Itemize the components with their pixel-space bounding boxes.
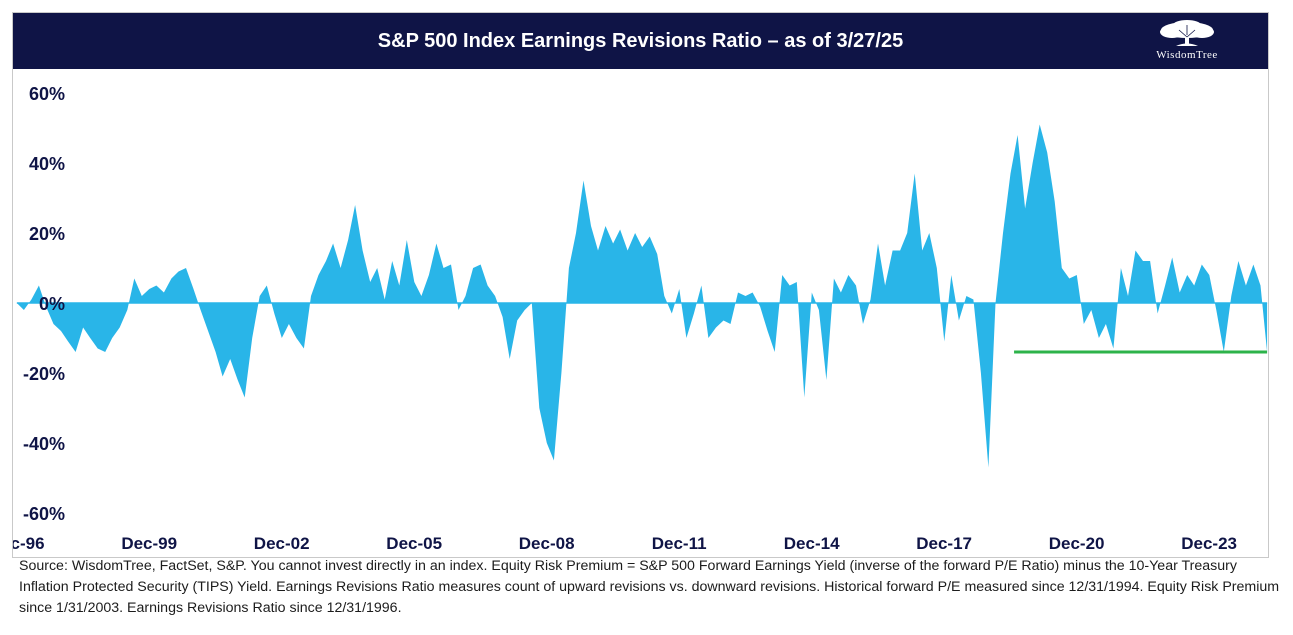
x-tick-label: Dec-08	[519, 534, 575, 553]
x-tick-label: Dec-99	[121, 534, 177, 553]
x-tick-label: Dec-11	[652, 534, 707, 553]
x-tick-label: Dec-96	[13, 534, 45, 553]
x-tick-label: Dec-23	[1181, 534, 1237, 553]
x-tick-label: Dec-05	[386, 534, 442, 553]
revisions-ratio-chart: 60% 40% 20% 0% -20% -40% -60% Dec-96 Dec-99 Dec-0…	[13, 84, 1268, 553]
y-tick-label: 20%	[29, 224, 65, 244]
y-tick-label: -40%	[23, 434, 65, 454]
chart-frame	[12, 12, 1269, 558]
y-tick-label: 0%	[39, 294, 65, 314]
x-tick-label: Dec-14	[784, 534, 840, 553]
y-tick-label: 40%	[29, 154, 65, 174]
wisdomtree-logo: WisdomTree	[1132, 19, 1242, 65]
logo-text: WisdomTree	[1156, 49, 1218, 61]
source-footnote: Source: WisdomTree, FactSet, S&P. You ca…	[19, 558, 1280, 616]
chart-header: S&P 500 Index Earnings Revisions Ratio –…	[13, 13, 1268, 69]
y-tick-label: -20%	[23, 364, 65, 384]
y-tick-label: 60%	[29, 84, 65, 104]
x-tick-label: Dec-20	[1049, 534, 1105, 553]
x-tick-label: Dec-17	[916, 534, 972, 553]
revisions-ratio-area	[16, 124, 1268, 468]
tree-icon	[1160, 20, 1214, 46]
y-tick-label: -60%	[23, 504, 65, 524]
x-tick-label: Dec-02	[254, 534, 310, 553]
chart-title: S&P 500 Index Earnings Revisions Ratio –…	[377, 30, 904, 52]
